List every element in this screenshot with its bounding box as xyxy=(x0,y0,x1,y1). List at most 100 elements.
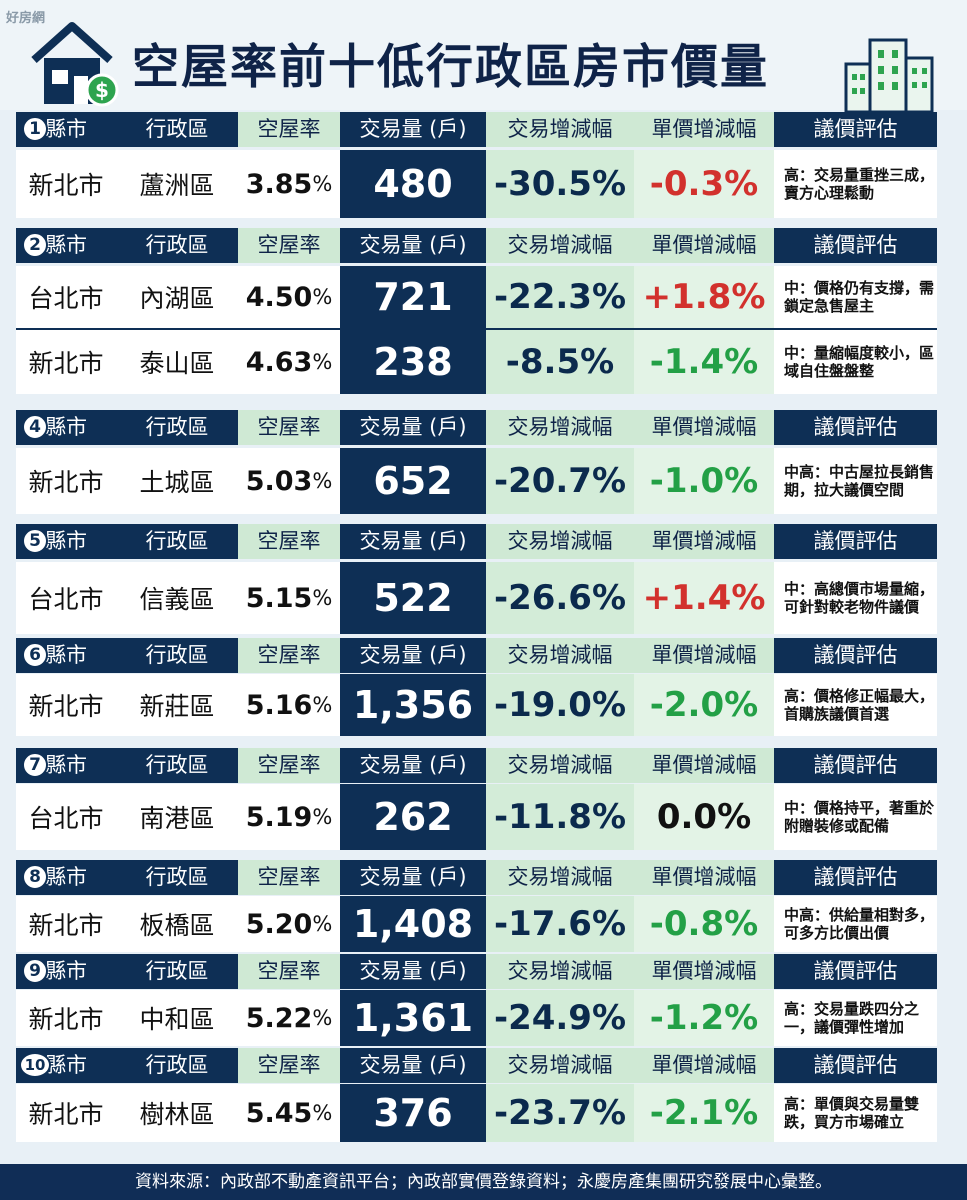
rank-badge: 7 xyxy=(22,752,48,778)
source-footer: 資料來源：內政部不動產資訊平台；內政部實價登錄資料；永慶房產集團研究發展中心彙整… xyxy=(0,1164,967,1200)
bargain-evaluation-cell: 中：價格仍有支撐，需鎖定急售屋主 xyxy=(774,266,937,328)
transaction-change-cell: -24.9% xyxy=(486,990,634,1046)
header-evaluation: 議價評估 xyxy=(774,112,937,147)
header-vacancy: 空屋率 xyxy=(238,860,340,895)
rank-badge: 10 xyxy=(19,1052,51,1078)
header-tx_change: 交易增減幅 xyxy=(486,524,634,559)
header-tx_change: 交易增減幅 xyxy=(486,1048,634,1083)
house-dollar-icon: $ xyxy=(31,22,119,107)
district-cell: 信義區 xyxy=(139,585,215,614)
vacancy-rate-cell: 5.15% xyxy=(238,562,340,634)
vacancy-rate-cell: 5.20% xyxy=(238,896,340,952)
header-tx_change: 交易增減幅 xyxy=(486,638,634,673)
price-change-cell: -0.8% xyxy=(634,896,774,952)
county-cell: 新北市 xyxy=(28,1100,104,1129)
table-row: 新北市 樹林區 5.45% 376 -23.7% -2.1% 高：單價與交易量雙跌，買方市場… xyxy=(16,1084,937,1142)
price-change-cell: -2.0% xyxy=(634,674,774,736)
bargain-evaluation-cell: 高：交易量跌四分之一，議價彈性增加 xyxy=(774,990,937,1046)
svg-text:$: $ xyxy=(95,78,109,102)
header-volume: 交易量 (戶) xyxy=(340,954,486,989)
volume-cell: 480 xyxy=(340,150,486,218)
header-evaluation: 議價評估 xyxy=(774,1048,937,1083)
county-cell: 新北市 xyxy=(28,911,104,940)
percent-sign: % xyxy=(312,285,333,309)
transaction-change-cell: -20.7% xyxy=(486,448,634,514)
price-change-cell: +1.4% xyxy=(634,562,774,634)
bargain-evaluation-cell: 中：價格持平，著重於附贈裝修或配備 xyxy=(774,784,937,850)
table-row: 台北市 內湖區 4.50% 721 -22.3% +1.8% 中：價格仍有支撐，需鎖定急售屋… xyxy=(16,266,937,328)
vacancy-rate-cell: 3.85% xyxy=(238,150,340,218)
rank-badge: 6 xyxy=(22,642,48,668)
transaction-change-cell: -30.5% xyxy=(486,150,634,218)
district-cell: 板橋區 xyxy=(139,911,215,940)
rank-badge: 8 xyxy=(22,864,48,890)
bargain-evaluation-cell: 中高：中古屋拉長銷售期，拉大議價空間 xyxy=(774,448,937,514)
header-volume: 交易量 (戶) xyxy=(340,748,486,783)
header-tx_change: 交易增減幅 xyxy=(486,112,634,147)
header-price_change: 單價增減幅 xyxy=(634,954,774,989)
price-change-cell: -0.3% xyxy=(634,150,774,218)
header-price_change: 單價增減幅 xyxy=(634,638,774,673)
header-volume: 交易量 (戶) xyxy=(340,860,486,895)
bargain-evaluation-cell: 高：單價與交易量雙跌，買方市場確立 xyxy=(774,1084,937,1142)
header-district: 行政區 xyxy=(116,524,238,559)
header-vacancy: 空屋率 xyxy=(238,748,340,783)
price-change-cell: 0.0% xyxy=(634,784,774,850)
header-price_change: 單價增減幅 xyxy=(634,524,774,559)
price-change-cell: -1.4% xyxy=(634,330,774,394)
vacancy-rate-cell: 5.45% xyxy=(238,1084,340,1142)
header-tx_change: 交易增減幅 xyxy=(486,860,634,895)
header-vacancy: 空屋率 xyxy=(238,410,340,445)
header-volume: 交易量 (戶) xyxy=(340,112,486,147)
county-cell: 台北市 xyxy=(28,804,104,833)
vacancy-value: 5.20 xyxy=(245,908,313,940)
vacancy-value: 4.50 xyxy=(245,281,313,313)
volume-cell: 376 xyxy=(340,1084,486,1142)
header-volume: 交易量 (戶) xyxy=(340,228,486,263)
header-price_change: 單價增減幅 xyxy=(634,748,774,783)
volume-cell: 1,361 xyxy=(340,990,486,1046)
percent-sign: % xyxy=(312,172,333,196)
percent-sign: % xyxy=(312,350,333,374)
district-cell: 泰山區 xyxy=(139,349,215,378)
district-cell: 樹林區 xyxy=(139,1100,215,1129)
county-cell: 新北市 xyxy=(28,692,104,721)
price-change-cell: +1.8% xyxy=(634,266,774,328)
county-cell: 台北市 xyxy=(28,585,104,614)
header-price_change: 單價增減幅 xyxy=(634,860,774,895)
price-change-cell: -1.2% xyxy=(634,990,774,1046)
bargain-evaluation-cell: 高：價格修正幅最大，首購族議價首選 xyxy=(774,674,937,736)
bargain-evaluation-cell: 中：量縮幅度較小，區域自住盤盤整 xyxy=(774,330,937,394)
table-row: 新北市 新莊區 5.16% 1,356 -19.0% -2.0% 高：價格修正幅最大，首購族… xyxy=(16,674,937,736)
volume-cell: 1,408 xyxy=(340,896,486,952)
table-row: 台北市 信義區 5.15% 522 -26.6% +1.4% 中：高總價市場量縮，可針對較老… xyxy=(16,562,937,634)
header-tx_change: 交易增減幅 xyxy=(486,228,634,263)
district-cell: 土城區 xyxy=(139,468,215,497)
vacancy-value: 5.19 xyxy=(245,801,313,833)
price-change-cell: -1.0% xyxy=(634,448,774,514)
volume-cell: 238 xyxy=(340,330,486,394)
header-district: 行政區 xyxy=(116,638,238,673)
header-district: 行政區 xyxy=(116,860,238,895)
header-evaluation: 議價評估 xyxy=(774,228,937,263)
rank-badge: 2 xyxy=(22,232,48,258)
table-row: 新北市 板橋區 5.20% 1,408 -17.6% -0.8% 中高：供給量相對多，可多方… xyxy=(16,896,937,952)
percent-sign: % xyxy=(312,1006,333,1030)
header-price_change: 單價增減幅 xyxy=(634,112,774,147)
header-district: 行政區 xyxy=(116,748,238,783)
county-cell: 新北市 xyxy=(28,349,104,378)
header-vacancy: 空屋率 xyxy=(238,524,340,559)
header-district: 行政區 xyxy=(116,228,238,263)
vacancy-value: 4.63 xyxy=(245,346,313,378)
header-vacancy: 空屋率 xyxy=(238,112,340,147)
header-volume: 交易量 (戶) xyxy=(340,1048,486,1083)
header-evaluation: 議價評估 xyxy=(774,954,937,989)
table-row: 新北市 泰山區 4.63% 238 -8.5% -1.4% 中：量縮幅度較小，區域自住盤盤整 xyxy=(16,330,937,394)
percent-sign: % xyxy=(312,912,333,936)
header: 好房網 $ 空屋率前十低行政區房市價量 xyxy=(0,0,967,112)
header-tx_change: 交易增減幅 xyxy=(486,954,634,989)
district-cell: 內湖區 xyxy=(139,284,215,313)
volume-cell: 262 xyxy=(340,784,486,850)
vacancy-rate-cell: 5.22% xyxy=(238,990,340,1046)
header-district: 行政區 xyxy=(116,410,238,445)
